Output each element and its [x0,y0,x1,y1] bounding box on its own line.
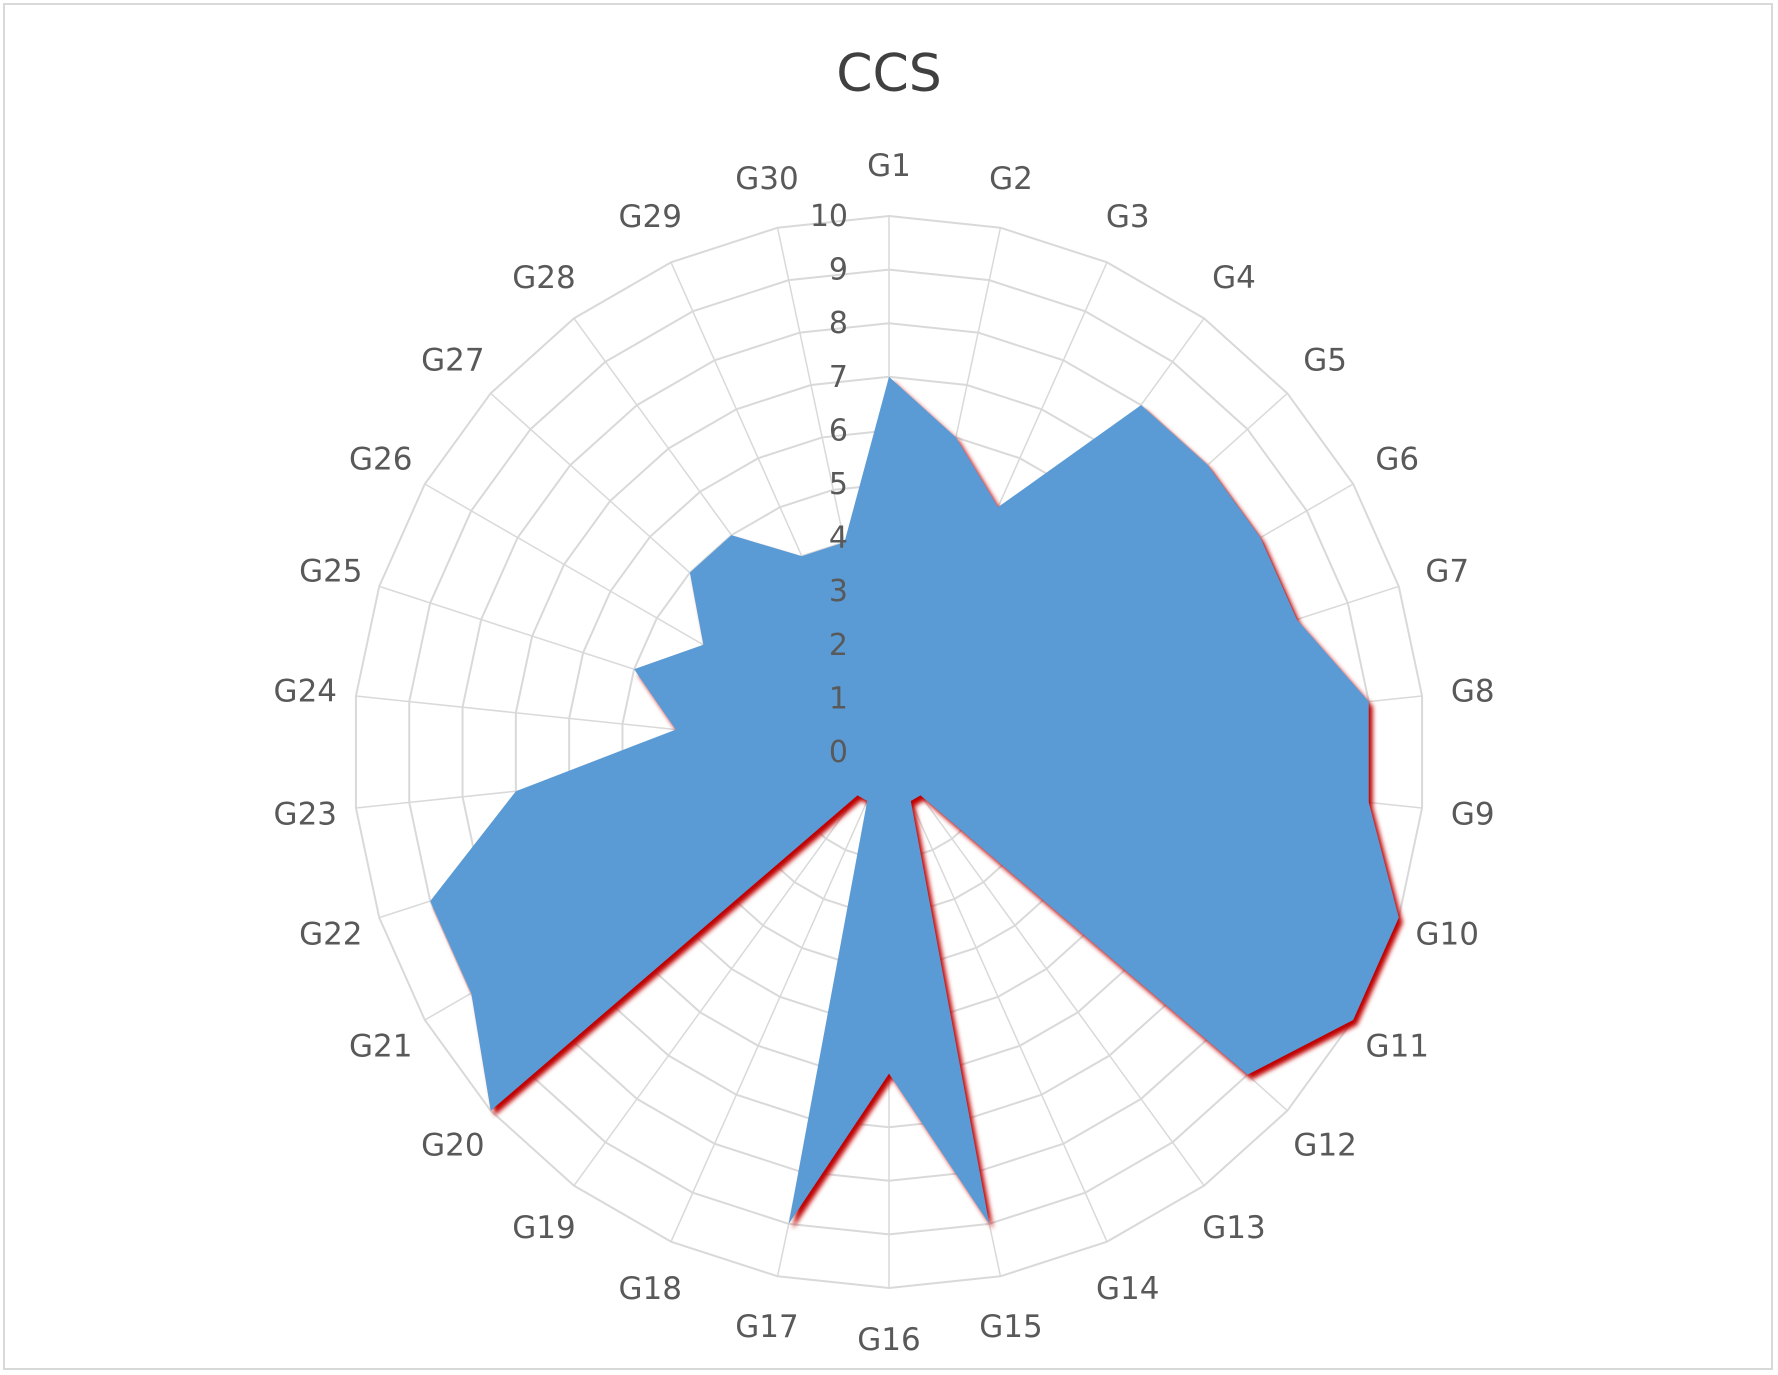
grid-spoke-G19 [573,751,890,1187]
tick-label-0: 0 [829,735,848,770]
tick-label-4: 4 [829,521,848,556]
category-label-G18: G18 [619,1271,682,1307]
tick-label-5: 5 [829,467,848,502]
category-label-G9: G9 [1451,796,1495,832]
category-label-G19: G19 [512,1210,575,1246]
category-label-G3: G3 [1106,199,1150,235]
series-area [430,376,1399,1224]
category-label-G30: G30 [735,161,798,197]
tick-label-1: 1 [829,681,848,716]
category-label-G10: G10 [1415,916,1478,952]
category-label-G23: G23 [274,796,337,832]
category-label-G22: G22 [299,916,362,952]
grid-spoke-G14 [888,751,1108,1242]
tick-label-8: 8 [829,306,848,341]
category-labels: G1 G2 G3 G4 G5 G6 G7 G8 G9 G10 G11 G12 G13 G14 G15 G16 G… [274,148,1495,1358]
category-label-G27: G27 [421,342,484,378]
category-label-G1: G1 [867,148,911,184]
category-label-G26: G26 [349,442,412,478]
category-label-G11: G11 [1366,1028,1429,1064]
category-label-G28: G28 [512,260,575,296]
series-area-polygon [430,376,1399,1224]
grid-spoke-G13 [888,751,1205,1187]
tick-label-9: 9 [829,253,848,288]
category-label-G16: G16 [857,1322,920,1358]
category-label-G5: G5 [1303,342,1347,378]
category-label-G17: G17 [735,1309,798,1345]
category-label-G29: G29 [619,199,682,235]
category-label-G13: G13 [1202,1210,1265,1246]
category-label-G15: G15 [979,1309,1042,1345]
category-label-G21: G21 [349,1028,412,1064]
category-label-G25: G25 [299,554,362,590]
tick-label-2: 2 [829,628,848,663]
tick-label-3: 3 [829,574,848,609]
category-label-G7: G7 [1425,554,1469,590]
tick-label-6: 6 [829,413,848,448]
chart-title: CCS [836,44,942,104]
category-label-G20: G20 [421,1128,484,1164]
category-label-G8: G8 [1451,674,1495,710]
category-label-G6: G6 [1375,442,1419,478]
category-label-G12: G12 [1293,1128,1356,1164]
category-label-G4: G4 [1212,260,1256,296]
category-label-G2: G2 [989,161,1033,197]
radial-tick-labels: 0 1 2 3 4 5 6 7 8 9 10 [810,199,848,770]
tick-label-10: 10 [810,199,848,234]
category-label-G14: G14 [1096,1271,1159,1307]
grid-spoke-G18 [670,751,890,1242]
tick-label-7: 7 [829,360,848,395]
category-label-G24: G24 [274,674,337,710]
